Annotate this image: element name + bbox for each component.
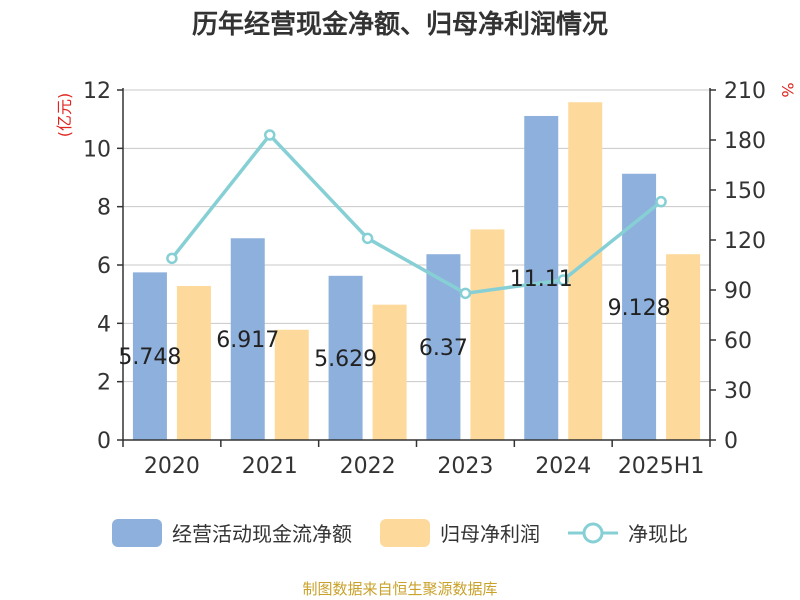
ratio-line <box>170 132 663 296</box>
bar-cash-label: 6.917 <box>216 328 279 353</box>
bar-cash-label: 5.629 <box>314 347 377 372</box>
y-axis-left-label: (亿元) <box>55 93 74 138</box>
x-tick-label: 2025H1 <box>618 454 705 479</box>
y-right-tick-label: 120 <box>724 229 766 254</box>
x-tick-label: 2022 <box>340 454 396 479</box>
ratio-point <box>557 274 569 286</box>
legend-item-profit[interactable]: 归母净利润 <box>380 518 540 547</box>
bar-cash <box>524 115 559 440</box>
ratio-line-series <box>166 129 667 300</box>
bar-cash-label: 5.748 <box>118 345 181 370</box>
bar-cash <box>132 272 167 440</box>
bar-cash <box>230 238 265 440</box>
y-right-tick-label: 90 <box>724 279 752 304</box>
ratio-point <box>361 232 374 245</box>
ratio-point <box>459 287 472 300</box>
ratio-point <box>264 129 276 141</box>
gridlines <box>123 89 710 383</box>
source-note: 制图数据来自恒生聚源数据库 <box>302 580 498 598</box>
y-right-tick-label: 30 <box>724 379 752 404</box>
legend: 经营活动现金流净额 归母净利润 净现比 <box>0 518 800 547</box>
chart-title: 历年经营现金净额、归母净利润情况 <box>191 10 608 40</box>
legend-swatch-ratio <box>568 522 618 543</box>
y-left-tick-label: 2 <box>97 371 111 396</box>
bar-profit <box>274 329 309 440</box>
bar-profit <box>666 254 701 440</box>
legend-swatch-profit <box>380 518 430 547</box>
y-right-tick-label: 210 <box>724 79 766 104</box>
y-left-tick-label: 0 <box>97 429 111 454</box>
x-tick-label: 2023 <box>437 454 493 479</box>
bar-series <box>132 102 701 440</box>
y-axis-right-label: % <box>778 82 797 97</box>
bar-cash-label: 9.128 <box>608 296 671 321</box>
y-left-tick-label: 4 <box>97 312 111 337</box>
legend-item-cash[interactable]: 经营活动现金流净额 <box>112 518 352 547</box>
x-tick-label: 2020 <box>144 454 200 479</box>
x-tick-label: 2024 <box>535 454 591 479</box>
y-left-tick-label: 6 <box>97 254 111 279</box>
legend-label-profit: 归母净利润 <box>440 522 540 546</box>
bar-cash <box>426 254 461 440</box>
y-right-tick-label: 150 <box>724 179 766 204</box>
legend-label-ratio: 净现比 <box>628 522 688 546</box>
data-labels: 5.748 6.917 5.629 6.37 11.11 9.128 <box>118 267 670 372</box>
bar-cash-label: 11.11 <box>510 267 573 292</box>
bar-profit <box>470 229 505 440</box>
y-left-tick-label: 8 <box>97 196 111 221</box>
ratio-point <box>166 252 178 265</box>
bar-profit <box>176 286 211 440</box>
bar-cash-label: 6.37 <box>419 336 468 361</box>
x-tick-label: 2021 <box>242 454 298 479</box>
y-right-tick-label: 0 <box>724 429 738 454</box>
y-right-tick-label: 180 <box>724 129 766 154</box>
y-left-tick-label: 12 <box>83 79 111 104</box>
y-left-tick-label: 10 <box>83 137 111 162</box>
bar-profit <box>372 304 407 440</box>
ratio-point <box>655 195 667 208</box>
legend-item-ratio[interactable]: 净现比 <box>568 518 688 547</box>
legend-label-cash: 经营活动现金流净额 <box>172 522 352 546</box>
legend-swatch-cash <box>112 518 162 547</box>
bar-cash <box>328 275 363 440</box>
y-right-tick-label: 60 <box>724 329 752 354</box>
